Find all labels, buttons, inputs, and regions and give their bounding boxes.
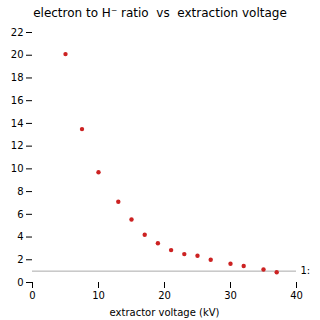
- svg-text:1:: 1:: [301, 265, 311, 276]
- svg-text:8: 8: [17, 186, 23, 197]
- svg-text:20: 20: [11, 49, 24, 60]
- svg-text:2: 2: [17, 254, 23, 265]
- html-text:electron to H⁻ ratio vs extrac: electron to H⁻ ratio vs extraction volta…: [33, 6, 287, 20]
- svg-text:16: 16: [11, 95, 24, 106]
- svg-text:14: 14: [11, 118, 24, 129]
- svg-text:20: 20: [158, 290, 171, 301]
- svg-text:40: 40: [290, 290, 303, 301]
- svg-text:30: 30: [224, 290, 237, 301]
- svg-text:4: 4: [17, 231, 23, 242]
- svg-text:10: 10: [92, 290, 105, 301]
- svg-text:6: 6: [17, 209, 23, 220]
- svg-text:10: 10: [11, 163, 24, 174]
- svg-text:0: 0: [29, 290, 35, 301]
- svg-text:12: 12: [11, 140, 24, 151]
- svg-text:22: 22: [11, 27, 24, 38]
- svg-text:0: 0: [17, 277, 23, 288]
- svg-text:18: 18: [11, 72, 24, 83]
- svg-text:extractor voltage (kV): extractor voltage (kV): [110, 307, 220, 318]
